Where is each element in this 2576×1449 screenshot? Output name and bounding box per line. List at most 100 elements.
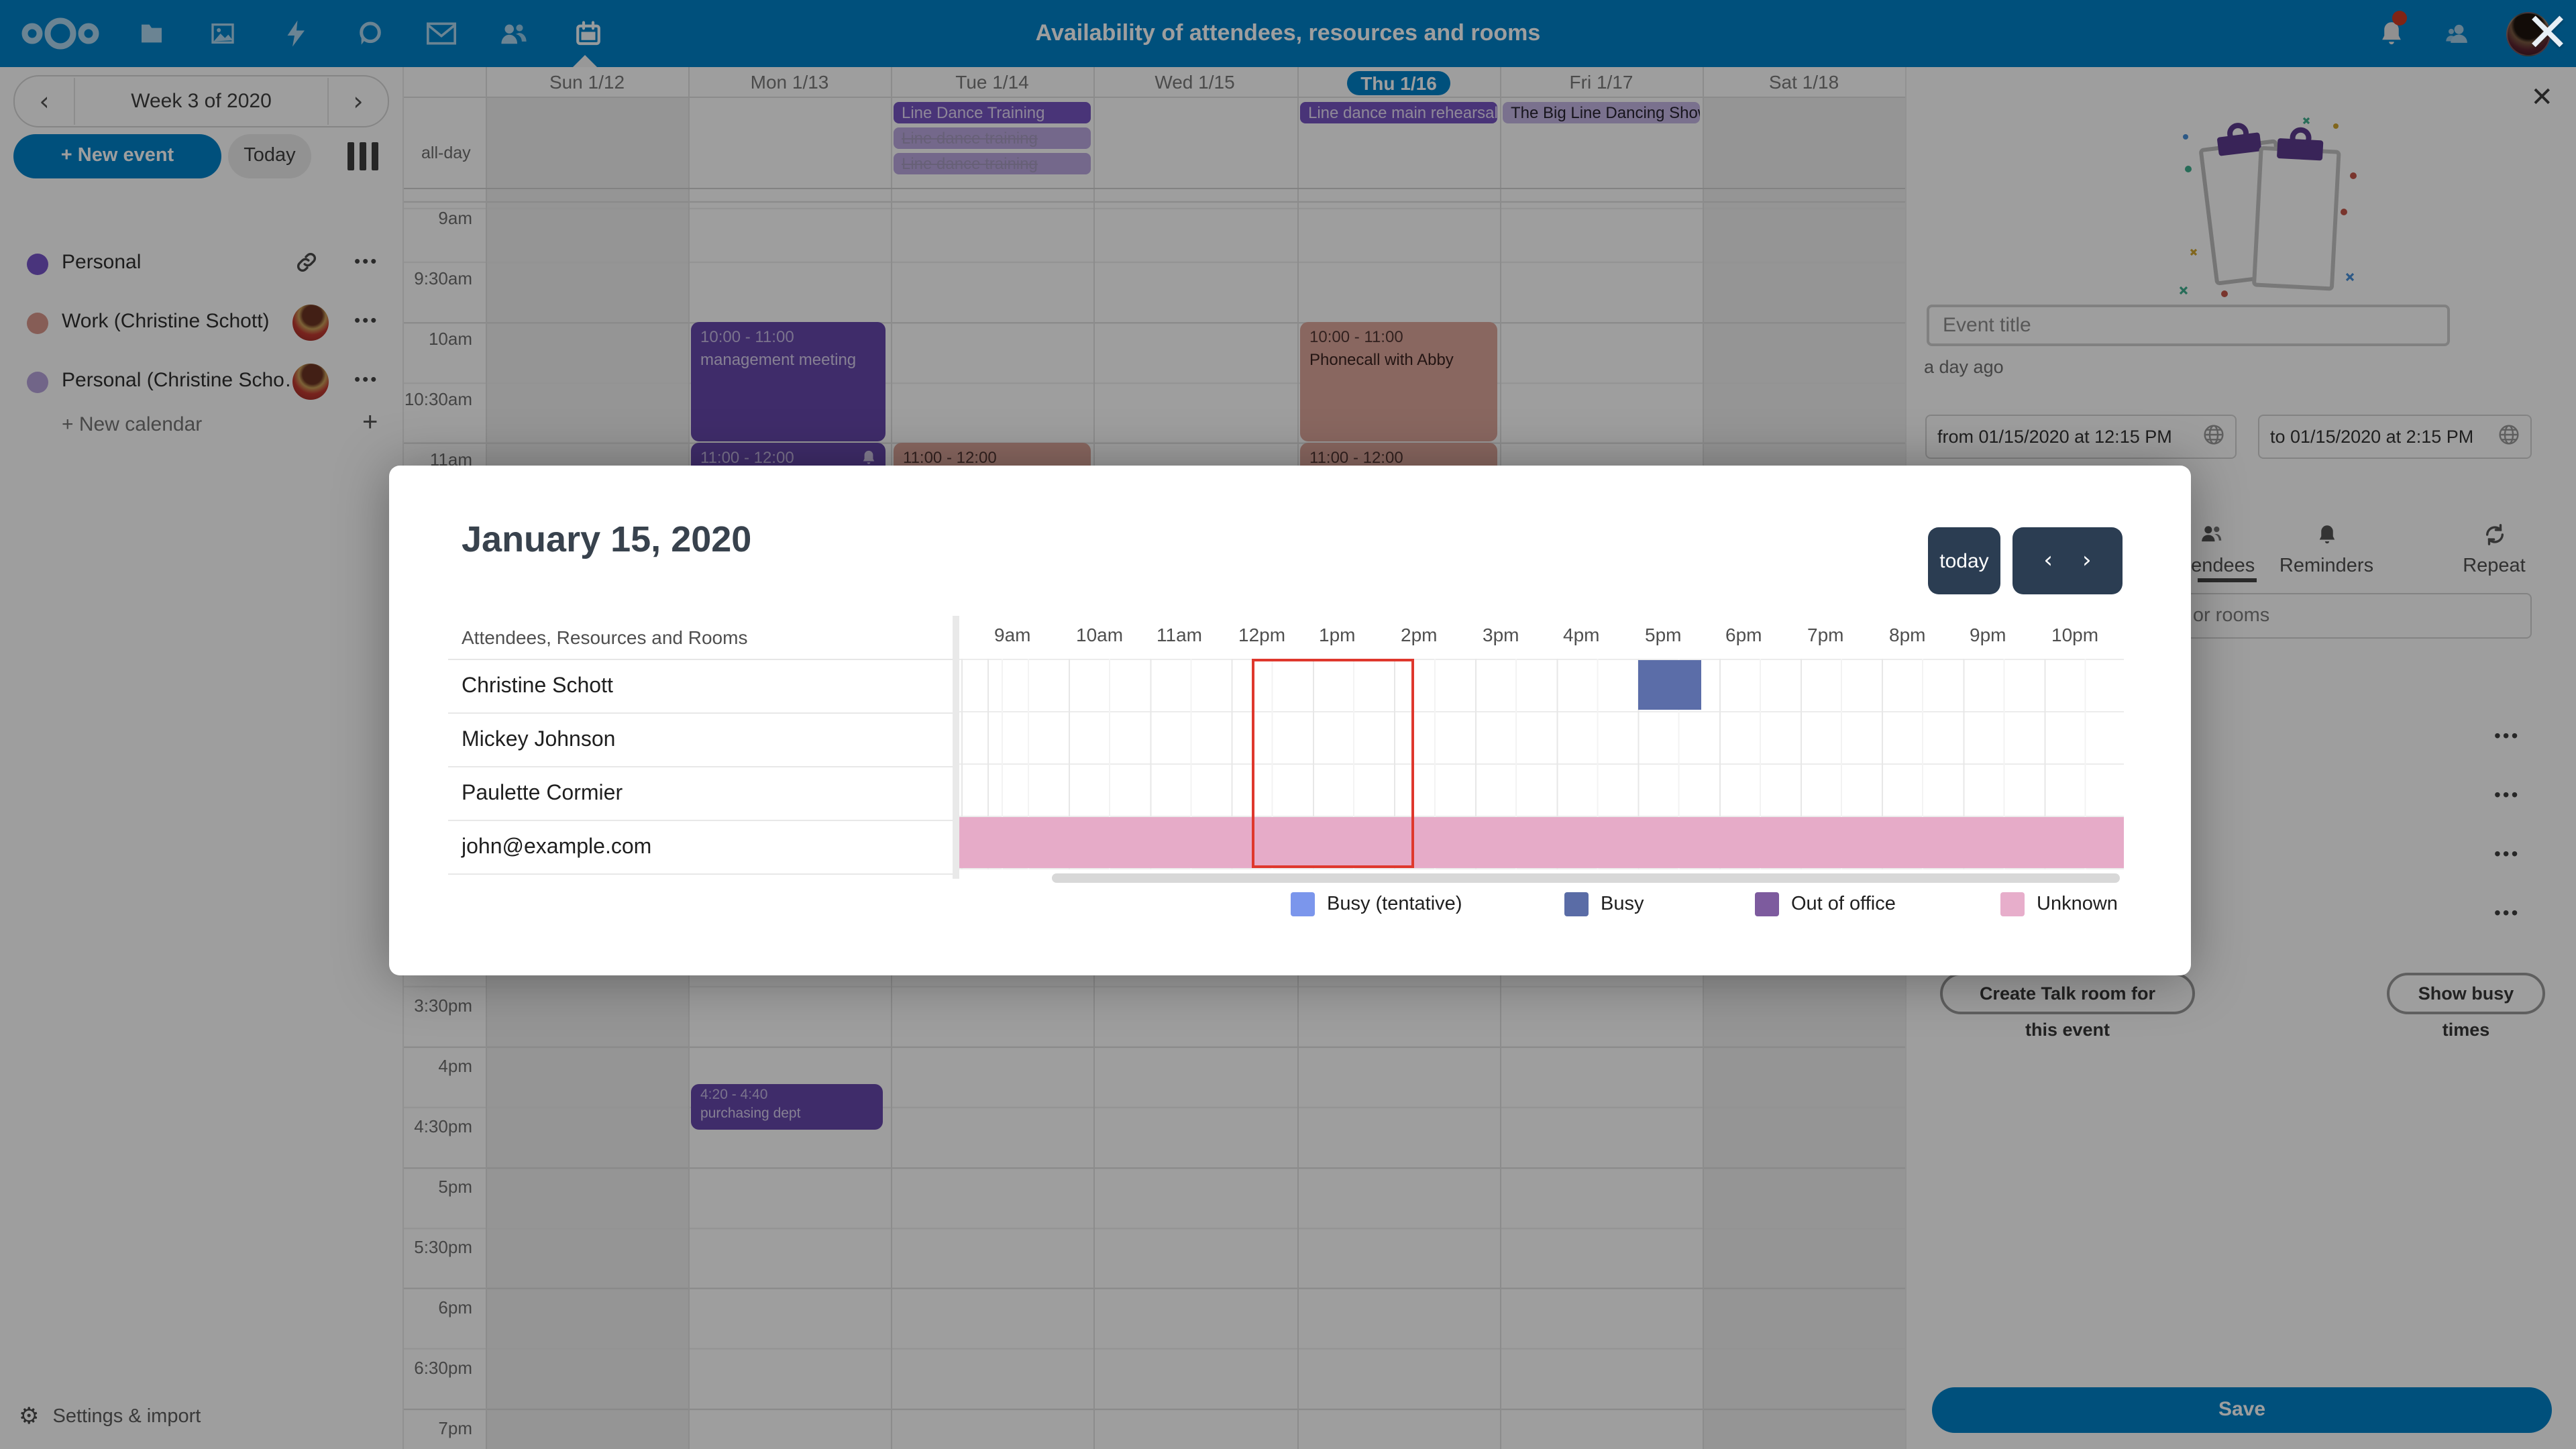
time-label: 3:30pm — [414, 996, 472, 1016]
next-day-icon[interactable]: › — [2082, 547, 2092, 574]
hour-label: 6pm — [1725, 624, 1762, 645]
notification-badge — [2392, 11, 2407, 25]
today-button[interactable]: Today — [228, 134, 311, 178]
attendee-row: Paulette Cormier — [448, 767, 953, 821]
time-label: 4pm — [438, 1056, 472, 1076]
timezone-globe-icon[interactable] — [2498, 424, 2520, 449]
new-event-button[interactable]: + New event — [13, 134, 221, 178]
day-header[interactable]: Mon 1/13 — [750, 71, 829, 93]
time-label: 7pm — [438, 1418, 472, 1438]
calendar-item-personal[interactable]: Personal ••• — [0, 239, 402, 290]
new-calendar-button[interactable]: + New calendar — [62, 413, 203, 436]
user-avatar[interactable] — [2506, 12, 2551, 56]
close-icon[interactable]: ✕ — [2530, 80, 2553, 113]
calendar-item-personal-christine[interactable]: Personal (Christine Scho… ••• — [0, 357, 402, 408]
plus-icon[interactable]: + — [362, 408, 378, 437]
timezone-globe-icon[interactable] — [2203, 424, 2224, 449]
event-chip[interactable]: Line dance main rehearsal — [1300, 102, 1497, 123]
talk-icon[interactable] — [352, 15, 389, 52]
day-header[interactable]: Sat 1/18 — [1768, 71, 1839, 93]
event-card[interactable]: 10:00 - 11:00 Phonecall with Abby — [1300, 322, 1497, 441]
day-header[interactable]: Wed 1/15 — [1155, 71, 1235, 93]
view-toggle-icon[interactable] — [347, 142, 378, 170]
share-link-icon[interactable] — [295, 251, 318, 280]
calendar-menu-button[interactable]: ••• — [354, 310, 379, 330]
hour-label: 10am — [1076, 624, 1124, 645]
files-icon[interactable] — [133, 15, 170, 52]
day-header[interactable]: Fri 1/17 — [1569, 71, 1633, 93]
calendar-menu-button[interactable]: ••• — [354, 369, 379, 389]
hour-label: 5pm — [1645, 624, 1682, 645]
attendee-menu-button[interactable]: ••• — [2494, 843, 2520, 864]
calendar-color-dot — [27, 372, 48, 393]
day-header[interactable]: Tue 1/14 — [955, 71, 1029, 93]
attendee-menu-button[interactable]: ••• — [2494, 902, 2520, 923]
end-datetime-field[interactable]: to 01/15/2020 at 2:15 PM — [2258, 415, 2532, 459]
reminder-bell-icon — [863, 451, 875, 465]
prev-week-button[interactable]: ‹ — [39, 87, 50, 116]
hour-label: 3pm — [1483, 624, 1519, 645]
contacts-icon[interactable] — [495, 15, 533, 52]
event-chip-declined[interactable]: Line dance training — [894, 127, 1091, 149]
show-busy-times-button[interactable]: Show busy times — [2387, 973, 2545, 1040]
time-label: 9:30am — [414, 268, 472, 288]
event-card[interactable]: 4:20 - 4:40 purchasing dept — [691, 1084, 883, 1130]
legend-swatch — [1564, 892, 1589, 916]
event-title-input[interactable] — [1927, 305, 2450, 346]
gear-icon: ⚙ — [19, 1403, 40, 1430]
event-card[interactable]: 10:00 - 11:00 management meeting — [691, 322, 885, 441]
hour-label: 8pm — [1889, 624, 1926, 645]
day-header[interactable]: Sun 1/12 — [549, 71, 625, 93]
event-chip-declined[interactable]: Line dance training — [894, 153, 1091, 174]
contacts-menu-icon[interactable] — [2439, 15, 2477, 52]
modal-prev-next-buttons[interactable]: ‹ › — [2012, 527, 2123, 594]
calendar-name: Personal (Christine Scho… — [62, 369, 305, 392]
calendar-name: Work (Christine Schott) — [62, 310, 270, 333]
time-label: 10:30am — [404, 389, 472, 409]
vertical-scrollbar[interactable] — [953, 616, 959, 879]
prev-day-icon[interactable]: ‹ — [2043, 547, 2053, 574]
event-chip[interactable]: The Big Line Dancing Show — [1503, 102, 1700, 123]
active-app-indicator — [573, 55, 597, 67]
active-tab-underline — [2198, 578, 2257, 582]
notifications-bell-icon[interactable] — [2372, 11, 2410, 52]
nextcloud-logo-icon[interactable] — [19, 15, 102, 52]
next-week-button[interactable]: › — [353, 87, 364, 116]
calendar-menu-button[interactable]: ••• — [354, 251, 379, 271]
event-chip[interactable]: Line Dance Training — [894, 102, 1091, 123]
attendees-icon — [2144, 523, 2278, 550]
modal-today-button[interactable]: today — [1928, 527, 2000, 594]
busy-block — [1638, 660, 1701, 710]
hour-label: 9pm — [1970, 624, 2006, 645]
photos-icon[interactable] — [204, 15, 241, 52]
mail-icon[interactable] — [423, 15, 460, 52]
calendar-item-work-christine[interactable]: Work (Christine Schott) ••• — [0, 298, 402, 349]
legend-busy: Busy — [1564, 892, 1644, 916]
week-label[interactable]: Week 3 of 2020 — [74, 78, 329, 125]
hour-label: 10pm — [2051, 624, 2099, 645]
horizontal-scrollbar[interactable] — [1052, 873, 2120, 883]
timeline-hours-header: 9am 10am 11am 12pm 1pm 2pm 3pm 4pm 5pm 6… — [959, 619, 2124, 653]
settings-import[interactable]: ⚙ Settings & import — [19, 1403, 201, 1430]
attendee-menu-button[interactable]: ••• — [2494, 784, 2520, 805]
day-header-today[interactable]: Thu 1/16 — [1297, 71, 1500, 95]
legend-swatch — [1755, 892, 1779, 916]
attendee-row: Mickey Johnson — [448, 714, 953, 767]
calendar-app-icon[interactable] — [569, 15, 606, 52]
repeat-icon — [2427, 523, 2561, 550]
save-button[interactable]: Save — [1932, 1387, 2552, 1433]
legend-swatch — [1291, 892, 1315, 916]
selected-time-range[interactable] — [1252, 659, 1414, 868]
legend-busy-tentative: Busy (tentative) — [1291, 892, 1462, 916]
time-label: 6:30pm — [414, 1358, 472, 1378]
activity-icon[interactable] — [278, 15, 315, 52]
availability-grid[interactable] — [959, 659, 2124, 869]
shared-by-avatar — [292, 364, 329, 400]
tab-repeat[interactable]: Repeat — [2427, 523, 2561, 577]
attendee-menu-button[interactable]: ••• — [2494, 724, 2520, 746]
hour-label: 9am — [994, 624, 1031, 645]
tab-reminders[interactable]: Reminders — [2259, 523, 2394, 577]
modal-date-title: January 15, 2020 — [462, 519, 752, 559]
start-datetime-field[interactable]: from 01/15/2020 at 12:15 PM — [1925, 415, 2237, 459]
